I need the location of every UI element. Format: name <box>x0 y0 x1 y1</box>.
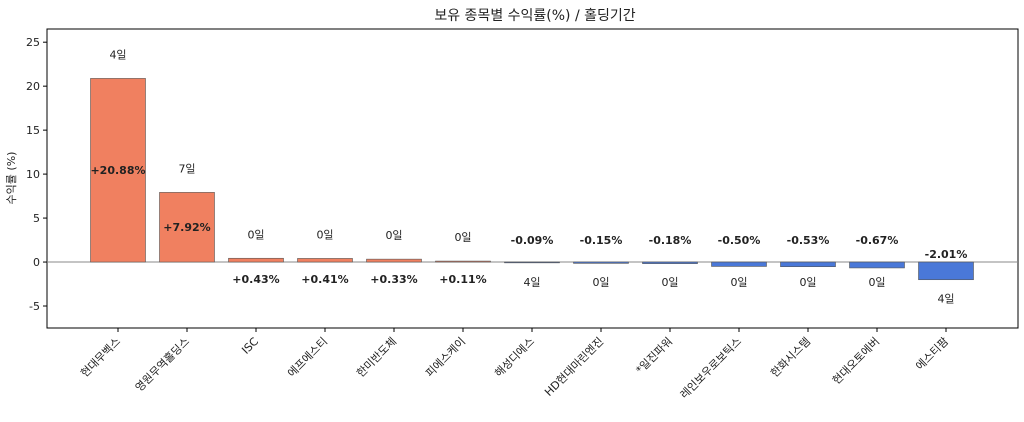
x-tick-label: ISC <box>239 335 261 357</box>
value-label: -0.50% <box>718 234 761 247</box>
bar <box>297 258 353 263</box>
y-tick-label: -5 <box>29 300 40 313</box>
holding-days-label: 0일 <box>454 230 471 244</box>
value-label: -0.09% <box>511 234 554 247</box>
x-tick-label: 레인보우로보틱스 <box>678 335 744 401</box>
value-label: +0.33% <box>370 273 417 286</box>
bar <box>159 192 215 263</box>
y-axis-label: 수익률 (%) <box>5 152 18 205</box>
bar <box>642 261 698 264</box>
x-tick-label: 해성디에스 <box>491 334 537 380</box>
x-tick-label: 현대무벡스 <box>78 335 123 380</box>
holding-days-label: 4일 <box>937 292 954 306</box>
y-tick-label: 20 <box>26 80 40 93</box>
bar <box>849 261 905 269</box>
bar <box>573 261 629 264</box>
bar <box>228 257 284 263</box>
holding-days-label: 0일 <box>592 275 609 289</box>
y-tick-label: 0 <box>33 256 40 269</box>
holding-days-label: 0일 <box>316 227 333 241</box>
holding-days-label: 0일 <box>730 275 747 289</box>
y-tick-label: 25 <box>26 36 40 49</box>
value-label: -0.67% <box>856 234 899 247</box>
holding-days-label: 4일 <box>523 275 540 289</box>
value-label: -2.01% <box>925 248 968 261</box>
holding-days-label: 7일 <box>178 161 195 175</box>
value-label: -0.18% <box>649 234 692 247</box>
value-label: +0.41% <box>301 273 348 286</box>
x-tick-label: 피에스케이 <box>423 335 468 380</box>
holding-days-label: 0일 <box>799 275 816 289</box>
bar <box>504 261 560 264</box>
bar <box>918 261 974 281</box>
bar <box>780 261 836 268</box>
y-tick-label: 15 <box>26 124 40 137</box>
value-label: +20.88% <box>90 164 145 177</box>
y-tick-label: 10 <box>26 168 40 181</box>
x-tick-label: 한미반도체 <box>354 335 399 380</box>
value-label: -0.53% <box>787 234 830 247</box>
value-label: +7.92% <box>163 221 210 234</box>
chart-title: 보유 종목별 수익률(%) / 홀딩기간 <box>434 8 635 24</box>
x-tick-label: 현대오토에버 <box>830 335 882 387</box>
bar <box>711 261 767 267</box>
holding-days-label: 4일 <box>109 47 126 61</box>
x-tick-label: 영원무역홀딩스 <box>133 335 192 394</box>
y-tick-label: 5 <box>33 212 40 225</box>
value-label: -0.15% <box>580 234 623 247</box>
x-tick-label: HD현대마린엔진 <box>542 335 606 399</box>
value-label: +0.11% <box>439 273 486 286</box>
bar <box>90 78 146 263</box>
bar <box>366 258 422 263</box>
holding-days-label: 0일 <box>385 228 402 242</box>
holding-days-label: 0일 <box>868 275 885 289</box>
bar <box>435 260 491 263</box>
x-tick-label: 에프에스티 <box>285 335 330 380</box>
x-tick-label: *일진파워 <box>633 334 675 376</box>
x-tick-label: 한화시스템 <box>768 335 813 380</box>
holding-days-label: 0일 <box>661 275 678 289</box>
value-label: +0.43% <box>232 273 279 286</box>
x-tick-label: 에스티팜 <box>913 335 951 373</box>
holding-days-label: 0일 <box>247 227 264 241</box>
